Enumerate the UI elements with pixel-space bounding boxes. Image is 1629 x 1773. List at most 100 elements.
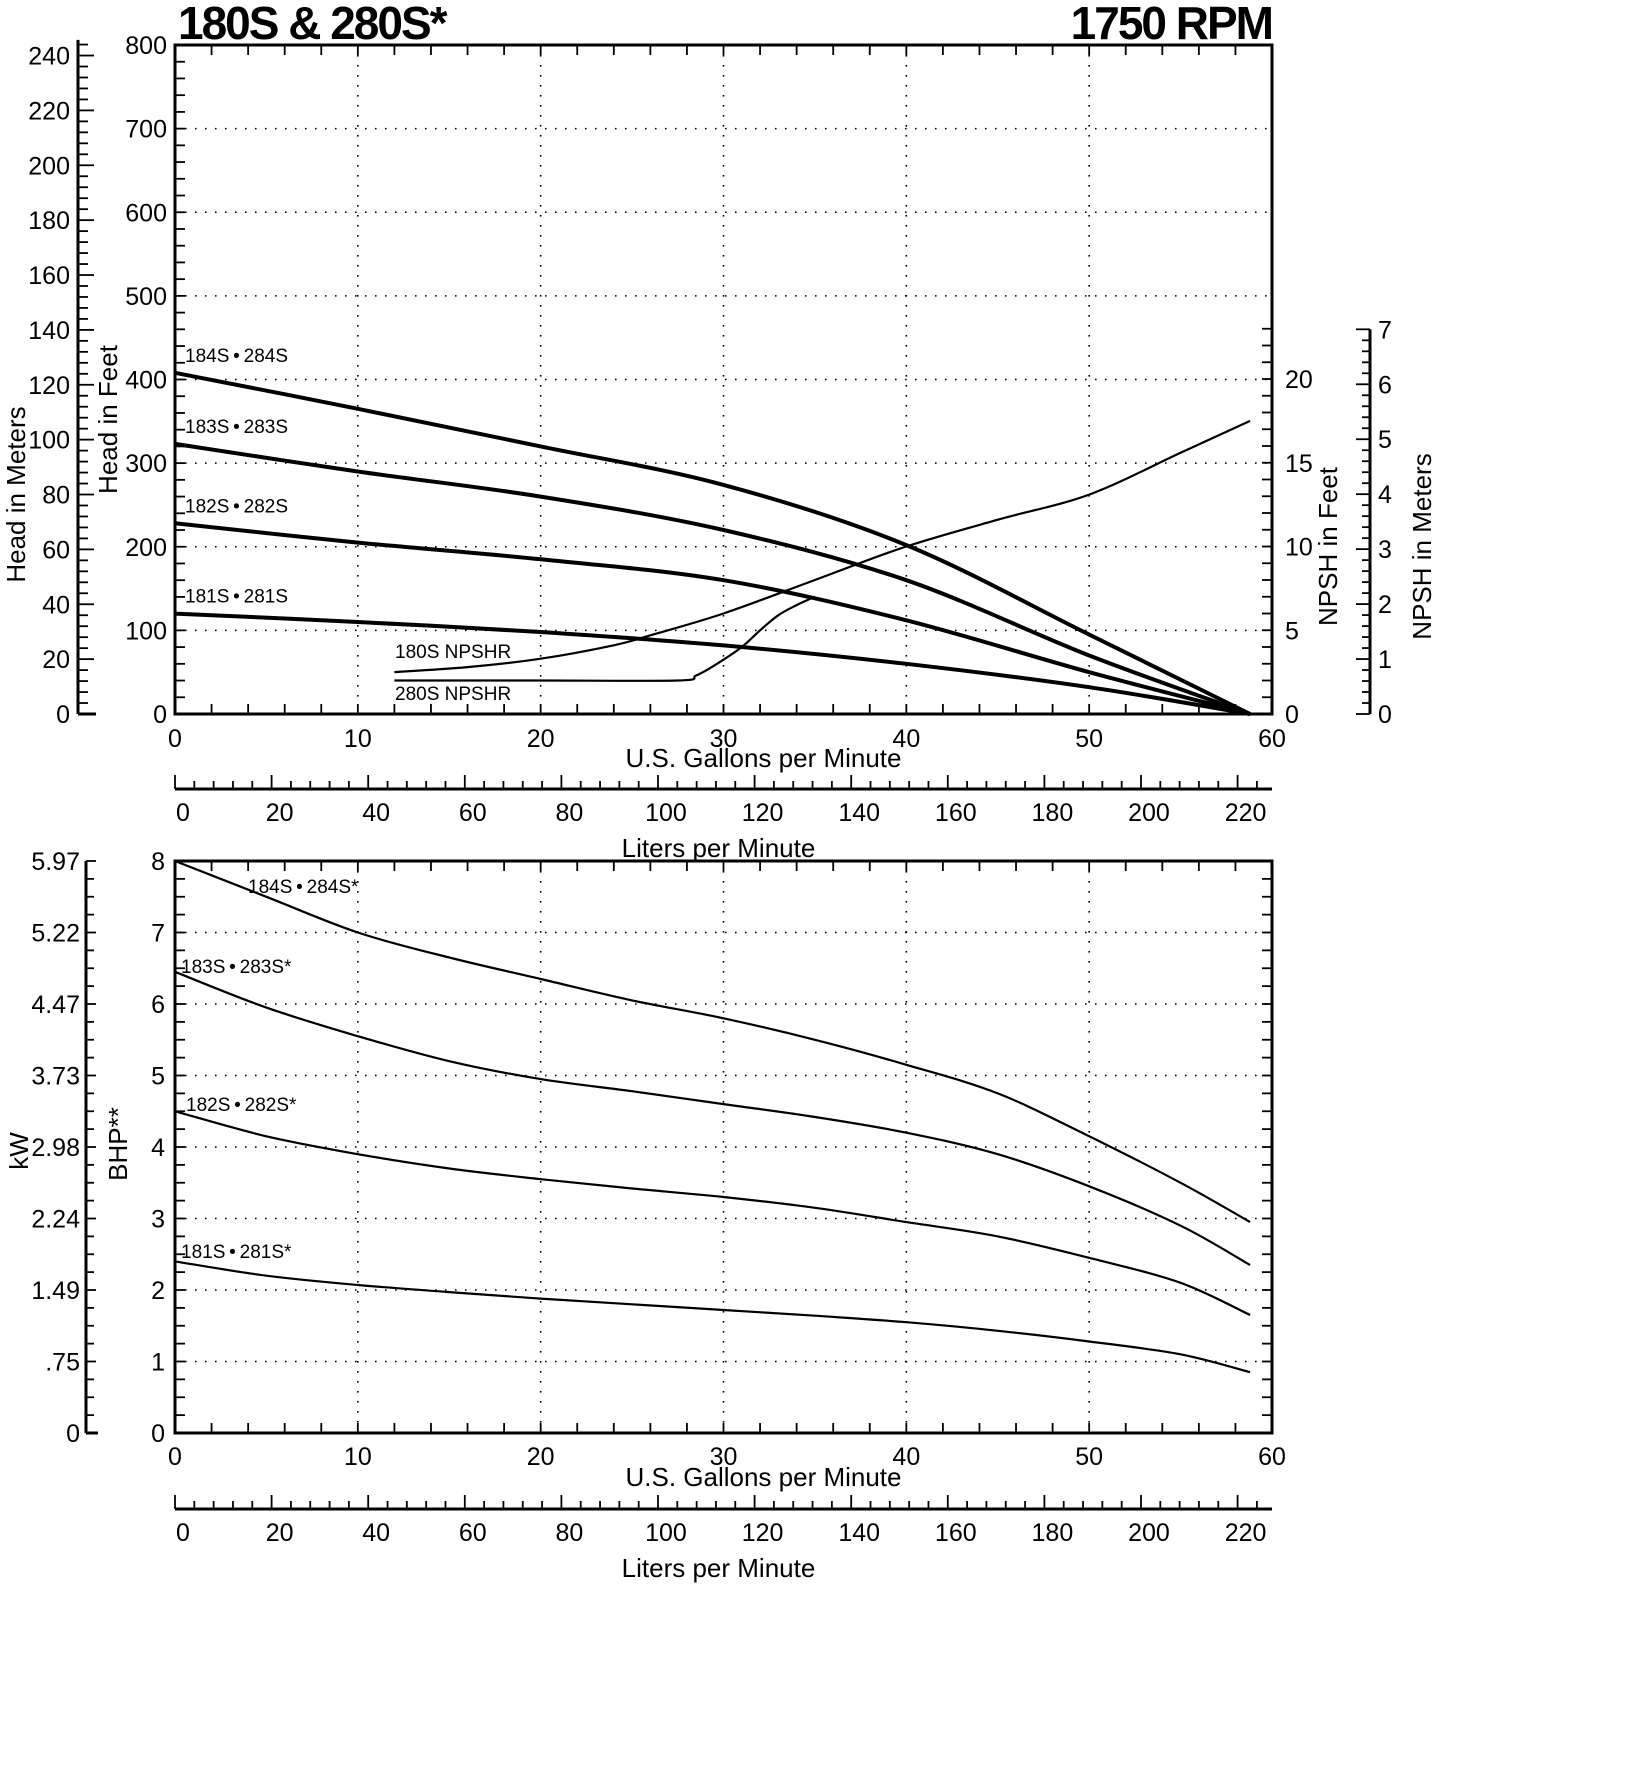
- curve-label: 184S • 284S: [185, 346, 288, 367]
- kw-tick-label: .75: [45, 1349, 80, 1377]
- x-tick-label: 20: [527, 1443, 555, 1471]
- lpm-tick-label: 80: [555, 1519, 583, 1547]
- curve-184s-head: [174, 370, 1251, 716]
- bhp-curve-183s: [174, 970, 1251, 1266]
- chart-title-right: 1750 RPM: [1070, 0, 1274, 49]
- y-tick-label-feet: 600: [125, 199, 167, 227]
- x-tick-label: 30: [710, 725, 738, 753]
- npsh-meters-tick-label: 6: [1378, 371, 1392, 399]
- lpm-tick-label: 0: [176, 799, 190, 827]
- lpm-tick-label: 0: [176, 1519, 190, 1547]
- x-tick-label: 10: [344, 725, 372, 753]
- y-tick-label-bhp: 4: [151, 1134, 165, 1162]
- x-tick-label: 30: [710, 1443, 738, 1471]
- y-tick-label-bhp: 2: [151, 1277, 165, 1305]
- y-tick-label-bhp: 1: [151, 1349, 165, 1377]
- lpm-tick-label: 220: [1225, 1519, 1267, 1547]
- y-right-axis-label-npsh-meters: NPSH in Meters: [1407, 453, 1437, 639]
- npsh-meters-tick-label: 5: [1378, 426, 1392, 454]
- lpm-axis-label: Liters per Minute: [622, 1553, 816, 1583]
- y-right-axis-label-npsh-feet: NPSH in Feet: [1313, 466, 1343, 626]
- curve-180s-npshr: [394, 419, 1251, 674]
- y-tick-label-feet: 400: [125, 367, 167, 395]
- npsh-meters-tick-label: 4: [1378, 481, 1392, 509]
- y-axis-label-feet: Head in Feet: [93, 344, 123, 494]
- curve-183s-head: [174, 441, 1251, 716]
- lpm-tick-label: 120: [742, 1519, 784, 1547]
- curve-label-180s-npshr: 180S NPSHR: [395, 642, 511, 663]
- lpm-tick-label: 180: [1032, 1519, 1074, 1547]
- lpm-tick-label: 100: [645, 799, 687, 827]
- kw-tick-label: 0: [66, 1420, 80, 1448]
- meters-tick-label: 40: [42, 591, 70, 619]
- meters-tick-label: 120: [28, 372, 70, 400]
- x-tick-label: 0: [168, 1443, 182, 1471]
- lpm-tick-label: 60: [459, 799, 487, 827]
- npsh-meters-tick-label: 1: [1378, 646, 1392, 674]
- y-tick-label-feet: 100: [125, 617, 167, 645]
- npsh-meters-tick-label: 2: [1378, 591, 1392, 619]
- x-axis-label: U.S. Gallons per Minute: [625, 1462, 901, 1492]
- meters-tick-label: 180: [28, 207, 70, 235]
- meters-tick-label: 140: [28, 317, 70, 345]
- plot-frame: [173, 859, 1274, 1435]
- kw-tick-label: 1.49: [31, 1277, 80, 1305]
- lpm-tick-label: 20: [266, 1519, 294, 1547]
- y-tick-label-bhp: 3: [151, 1206, 165, 1234]
- lpm-tick-label: 60: [459, 1519, 487, 1547]
- meters-tick-label: 80: [42, 482, 70, 510]
- lpm-tick-label: 20: [266, 799, 294, 827]
- lpm-tick-label: 180: [1032, 799, 1074, 827]
- y-tick-label-feet: 800: [125, 32, 167, 60]
- curve-181s-head: [174, 611, 1251, 716]
- lpm-tick-label: 220: [1225, 799, 1267, 827]
- x-tick-label: 40: [892, 1443, 920, 1471]
- meters-tick-label: 160: [28, 262, 70, 290]
- meters-tick-label: 60: [42, 536, 70, 564]
- curve-label: 181S • 281S: [185, 587, 288, 608]
- y-right-tick-label-npsh-feet: 15: [1285, 450, 1313, 478]
- y-axis-label-bhp: BHP**: [103, 1107, 133, 1181]
- lpm-tick-label: 40: [362, 799, 390, 827]
- curve-280s-npshr: [394, 595, 816, 682]
- x-tick-label: 50: [1075, 1443, 1103, 1471]
- x-tick-label: 50: [1075, 725, 1103, 753]
- y-tick-label-bhp: 6: [151, 991, 165, 1019]
- bhp-curve-label: 181S • 281S*: [181, 1242, 292, 1263]
- x-tick-label: 0: [168, 725, 182, 753]
- lpm-tick-label: 100: [645, 1519, 687, 1547]
- chart-title-left: 180S & 280S*: [178, 0, 448, 49]
- x-tick-label: 40: [892, 725, 920, 753]
- kw-tick-label: 2.24: [31, 1206, 80, 1234]
- meters-tick-label: 220: [28, 97, 70, 125]
- x-tick-label: 60: [1258, 725, 1286, 753]
- lpm-tick-label: 120: [742, 799, 784, 827]
- bhp-curve-label: 182S • 282S*: [186, 1095, 297, 1116]
- lpm-axis-label: Liters per Minute: [622, 833, 816, 863]
- lpm-tick-label: 80: [555, 799, 583, 827]
- kw-tick-label: 2.98: [31, 1134, 80, 1162]
- y-tick-label-feet: 200: [125, 534, 167, 562]
- x-tick-label: 10: [344, 1443, 372, 1471]
- x-tick-label: 60: [1258, 1443, 1286, 1471]
- curve-label-280s-npshr: 280S NPSHR: [395, 684, 511, 705]
- x-axis-label: U.S. Gallons per Minute: [625, 743, 901, 773]
- lpm-tick-label: 40: [362, 1519, 390, 1547]
- y-tick-label-feet: 500: [125, 283, 167, 311]
- y-tick-label-bhp: 0: [151, 1420, 165, 1448]
- y-right-tick-label-npsh-feet: 20: [1285, 366, 1313, 394]
- y-tick-label-bhp: 5: [151, 1063, 165, 1091]
- kw-tick-label: 4.47: [31, 991, 80, 1019]
- y-right-tick-label-npsh-feet: 0: [1285, 701, 1299, 729]
- lpm-tick-label: 160: [935, 799, 977, 827]
- curve-label: 182S • 282S: [185, 496, 288, 517]
- y-tick-label-feet: 0: [153, 701, 167, 729]
- lpm-tick-label: 140: [838, 799, 880, 827]
- y-tick-label-bhp: 8: [151, 848, 165, 876]
- npsh-meters-tick-label: 3: [1378, 536, 1392, 564]
- curve-label: 183S • 283S: [185, 417, 288, 438]
- lpm-tick-label: 140: [838, 1519, 880, 1547]
- npsh-meters-tick-label: 7: [1378, 316, 1392, 344]
- y-axis-label-meters: Head in Meters: [1, 406, 31, 582]
